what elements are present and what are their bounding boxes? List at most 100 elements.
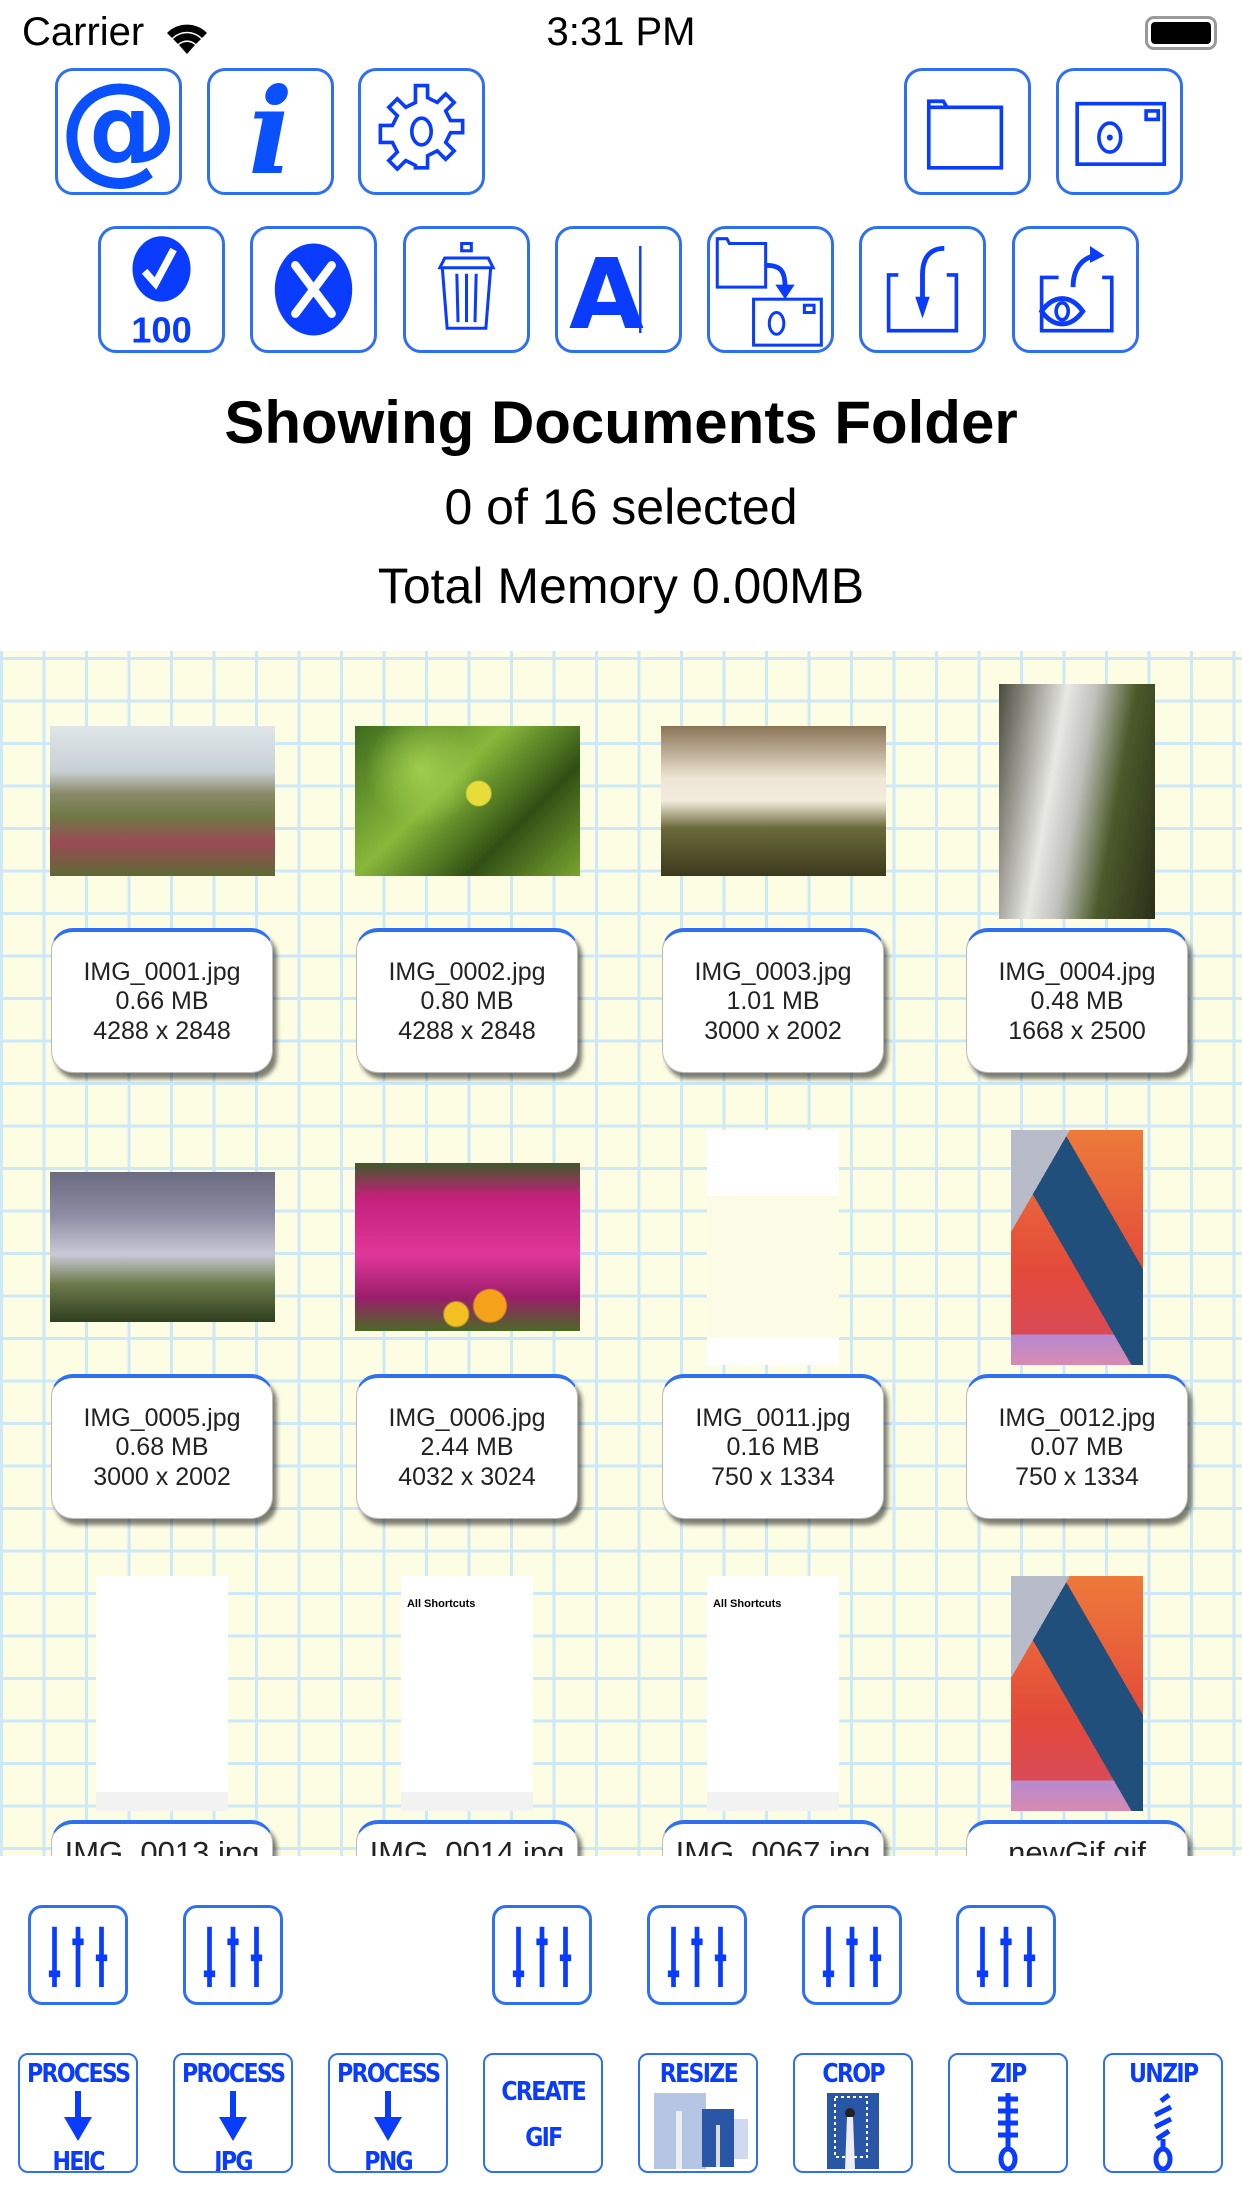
delete-button[interactable] [403, 226, 530, 353]
deselect-all-button[interactable] [250, 226, 377, 353]
file-thumbnail[interactable]: All Shortcuts [400, 1575, 534, 1811]
file-thumbnail[interactable]: All Shortcuts [706, 1575, 840, 1811]
folder-icon [926, 99, 1004, 170]
tool-label-bottom: JPG [214, 2147, 253, 2173]
tool-label-top: ZIP [990, 2059, 1027, 2089]
file-label-card[interactable]: IMG_0013.jpg [51, 1820, 273, 1856]
select-all-100-icon: 100 [131, 236, 192, 350]
file-dimensions: 4032 x 3024 [398, 1462, 536, 1491]
adjust-settings-button[interactable] [28, 1905, 128, 2005]
tool-label-top: PROCESS [26, 2059, 131, 2089]
page-title: Showing Documents Folder [224, 389, 1018, 456]
rename-button[interactable]: A [555, 226, 682, 353]
tool-process-jpg[interactable]: PROCESS JPG [173, 2053, 293, 2173]
documents-folder-button[interactable] [904, 68, 1031, 195]
file-name: IMG_0003.jpg [694, 957, 852, 986]
file-label-card[interactable]: IMG_0005.jpg 0.68 MB 3000 x 2002 [51, 1374, 273, 1519]
save-to-photos-button[interactable] [707, 226, 834, 353]
file-name: IMG_0067.jpg [675, 1835, 871, 1856]
wifi-icon [167, 24, 207, 54]
carrier-label: Carrier [22, 10, 145, 54]
file-size: 0.16 MB [726, 1433, 820, 1462]
clock: 3:31 PM [546, 10, 696, 54]
file-dimensions: 3000 x 2002 [93, 1462, 231, 1491]
file-label-card[interactable]: IMG_0067.jpg [662, 1820, 884, 1856]
deselect-x-icon [274, 243, 353, 336]
file-thumbnail[interactable] [1010, 1129, 1144, 1365]
file-label-card[interactable]: IMG_0012.jpg 0.07 MB 750 x 1334 [966, 1374, 1188, 1519]
file-dimensions: 750 x 1334 [1015, 1462, 1139, 1491]
at-sign-icon: @ [58, 57, 179, 197]
file-grid[interactable]: IMG_0001.jpg 0.66 MB 4288 x 2848 IMG_0002.j… [0, 651, 1242, 1856]
file-name: IMG_0004.jpg [998, 957, 1156, 986]
file-thumbnail[interactable] [354, 726, 580, 876]
arrow-down-icon [358, 2091, 418, 2143]
tool-label-top: PROCESS [336, 2059, 441, 2089]
file-name: newGif.gif [1008, 1835, 1146, 1856]
arrow-down-icon [48, 2091, 108, 2143]
file-label-card[interactable]: IMG_0002.jpg 0.80 MB 4288 x 2848 [356, 928, 578, 1073]
svg-text:A: A [569, 238, 644, 350]
import-button[interactable] [859, 226, 986, 353]
tool-process-png[interactable]: PROCESS PNG [328, 2053, 448, 2173]
adjust-settings-button[interactable] [647, 1905, 747, 2005]
file-label-card[interactable]: IMG_0004.jpg 0.48 MB 1668 x 2500 [966, 928, 1188, 1073]
file-thumbnail[interactable] [998, 683, 1156, 919]
file-thumbnail[interactable] [49, 726, 275, 876]
info-icon: i [248, 61, 293, 201]
file-name: IMG_0013.jpg [64, 1835, 260, 1856]
file-thumbnail[interactable] [95, 1575, 229, 1811]
file-size: 0.66 MB [115, 987, 209, 1016]
file-label-card[interactable]: IMG_0011.jpg 0.16 MB 750 x 1334 [662, 1374, 884, 1519]
tool-label-top: RESIZE [659, 2059, 738, 2089]
file-name: IMG_0005.jpg [83, 1403, 241, 1432]
resize-image-icon [648, 2091, 748, 2169]
file-size: 2.44 MB [420, 1433, 514, 1462]
file-thumbnail[interactable] [1010, 1575, 1144, 1811]
tool-crop[interactable]: CROP [793, 2053, 913, 2173]
file-label-card[interactable]: IMG_0014.jpg [356, 1820, 578, 1856]
tool-label-top: PROCESS [181, 2059, 286, 2089]
thumbnail-title: All Shortcuts [712, 1597, 782, 1610]
tool-label-top: CROP [822, 2059, 885, 2089]
tool-label-bottom: PNG [364, 2147, 413, 2173]
select-all-button[interactable]: 100 [98, 226, 225, 353]
file-label-card[interactable]: newGif.gif [966, 1820, 1188, 1856]
file-dimensions: 4288 x 2848 [93, 1016, 231, 1045]
email-button[interactable]: @ [55, 57, 182, 197]
file-size: 0.80 MB [420, 987, 514, 1016]
file-label-card[interactable]: IMG_0001.jpg 0.66 MB 4288 x 2848 [51, 928, 273, 1073]
file-thumbnail[interactable] [49, 1171, 275, 1323]
sliders-icon [48, 1926, 108, 1987]
export-preview-button[interactable] [1012, 226, 1139, 353]
adjust-settings-button[interactable] [183, 1905, 283, 2005]
tool-unzip[interactable]: UNZIP [1103, 2053, 1223, 2173]
file-thumbnail[interactable] [660, 725, 886, 877]
file-size: 1.01 MB [726, 987, 820, 1016]
tool-process-heic[interactable]: PROCESS HEIC [18, 2053, 138, 2173]
settings-button[interactable] [358, 68, 485, 195]
tool-create-gif[interactable]: CREATE GIF [483, 2053, 603, 2173]
svg-text:100: 100 [131, 310, 192, 350]
unzipper-icon [1143, 2091, 1183, 2171]
tool-resize[interactable]: RESIZE [638, 2053, 758, 2173]
photos-library-button[interactable] [1056, 68, 1183, 195]
info-button[interactable]: i [207, 68, 334, 195]
file-name: IMG_0002.jpg [388, 957, 546, 986]
trash-icon [437, 242, 496, 330]
tool-zip[interactable]: ZIP [948, 2053, 1068, 2173]
file-name: IMG_0012.jpg [998, 1403, 1156, 1432]
adjust-settings-button[interactable] [802, 1905, 902, 2005]
file-thumbnail[interactable] [706, 1129, 840, 1365]
adjust-settings-button[interactable] [492, 1905, 592, 2005]
adjust-settings-button[interactable] [956, 1905, 1056, 2005]
file-label-card[interactable]: IMG_0006.jpg 2.44 MB 4032 x 3024 [356, 1374, 578, 1519]
file-label-card[interactable]: IMG_0003.jpg 1.01 MB 3000 x 2002 [662, 928, 884, 1073]
arrow-down-icon [203, 2091, 263, 2143]
file-name: IMG_0001.jpg [83, 957, 241, 986]
folder-to-photos-icon [715, 237, 823, 347]
gear-icon [378, 83, 465, 172]
file-thumbnail[interactable] [354, 1162, 580, 1332]
import-icon [886, 245, 959, 333]
zipper-icon [988, 2091, 1028, 2171]
